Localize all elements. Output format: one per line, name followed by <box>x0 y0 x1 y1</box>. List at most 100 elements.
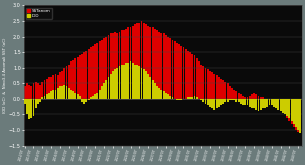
Bar <box>61 71 63 99</box>
Bar <box>63 85 65 99</box>
Bar <box>284 99 286 114</box>
Bar <box>260 97 262 99</box>
Bar <box>149 77 151 99</box>
Bar <box>37 83 39 99</box>
Bar <box>196 58 198 99</box>
Bar <box>284 99 286 114</box>
Bar <box>280 99 282 110</box>
Bar <box>143 69 145 99</box>
Bar <box>141 21 142 99</box>
Bar <box>105 80 107 99</box>
Bar <box>108 77 109 99</box>
Bar <box>114 69 116 99</box>
Bar <box>74 58 76 99</box>
Bar <box>293 99 295 124</box>
Bar <box>121 65 123 99</box>
Bar <box>50 77 52 99</box>
Bar <box>127 27 129 99</box>
Bar <box>110 74 112 99</box>
Bar <box>110 33 112 99</box>
Bar <box>66 86 67 99</box>
Bar <box>180 99 182 100</box>
Bar <box>154 83 156 99</box>
Bar <box>205 68 206 99</box>
Bar <box>264 99 266 108</box>
Bar <box>300 99 301 133</box>
Bar <box>41 82 43 99</box>
Bar <box>37 99 39 103</box>
Bar <box>189 52 191 99</box>
Bar <box>286 99 288 117</box>
Bar <box>145 71 147 99</box>
Bar <box>233 99 235 100</box>
Bar <box>28 85 30 99</box>
Bar <box>152 27 153 99</box>
Bar <box>163 33 165 99</box>
Bar <box>253 93 255 99</box>
Bar <box>41 97 43 99</box>
Bar <box>260 99 262 110</box>
Bar <box>114 32 116 99</box>
Bar <box>72 91 74 99</box>
Bar <box>203 66 204 99</box>
Bar <box>238 99 240 102</box>
Bar <box>130 62 131 99</box>
Bar <box>156 30 158 99</box>
Bar <box>136 23 138 99</box>
Bar <box>90 48 92 99</box>
Bar <box>269 99 271 102</box>
Bar <box>295 99 297 130</box>
Bar <box>24 86 26 99</box>
Bar <box>178 99 180 100</box>
Bar <box>220 99 222 105</box>
Bar <box>189 97 191 99</box>
Bar <box>52 89 54 99</box>
Bar <box>68 88 70 99</box>
Bar <box>224 82 226 99</box>
Bar <box>39 85 41 99</box>
Bar <box>88 49 90 99</box>
Bar <box>255 94 257 99</box>
Bar <box>278 99 279 108</box>
Bar <box>125 29 127 99</box>
Bar <box>214 99 215 110</box>
Bar <box>273 99 275 107</box>
Bar <box>85 51 87 99</box>
Bar <box>55 89 56 99</box>
Bar <box>35 99 37 108</box>
Bar <box>141 68 142 99</box>
Bar <box>246 97 248 99</box>
Bar <box>246 99 248 105</box>
Bar <box>300 99 301 133</box>
Bar <box>77 94 78 99</box>
Bar <box>108 35 109 99</box>
Bar <box>123 65 125 99</box>
Bar <box>103 83 105 99</box>
Bar <box>59 86 61 99</box>
Bar <box>191 54 193 99</box>
Bar <box>134 65 136 99</box>
Bar <box>147 74 149 99</box>
Bar <box>94 44 96 99</box>
Bar <box>291 99 292 121</box>
Bar <box>63 68 65 99</box>
Bar <box>207 69 209 99</box>
Bar <box>35 82 37 99</box>
Bar <box>183 48 185 99</box>
Bar <box>191 97 193 99</box>
Bar <box>81 99 83 102</box>
Bar <box>130 27 131 99</box>
Bar <box>169 38 171 99</box>
Bar <box>266 99 268 107</box>
Bar <box>240 94 242 99</box>
Bar <box>255 99 257 110</box>
Bar <box>275 99 277 108</box>
Bar <box>282 99 284 113</box>
Bar <box>227 99 228 102</box>
Bar <box>242 99 244 105</box>
Bar <box>198 62 200 99</box>
Bar <box>46 79 48 99</box>
Bar <box>185 49 187 99</box>
Bar <box>293 99 295 127</box>
Bar <box>233 89 235 99</box>
